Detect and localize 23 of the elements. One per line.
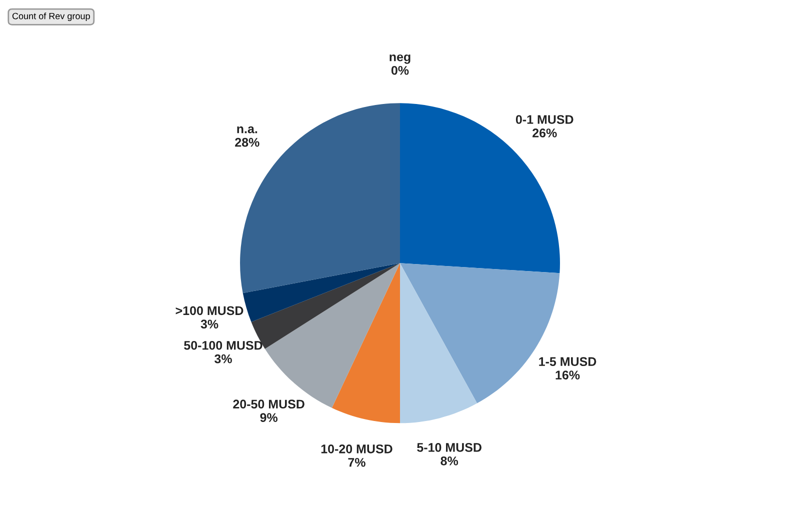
data-label: 8% [440,456,458,466]
slice-label: 10-20 MUSD [321,444,392,454]
slice-label: 5-10 MUSD [417,443,482,452]
text: Count of Rev group [12,12,90,22]
slice-label: 0-1 MUSD [516,115,574,124]
pie-slice [400,263,478,424]
pie-slice [332,263,400,424]
pie-slice [264,263,400,408]
slice-label: 1-5 MUSD [539,357,596,366]
data-label: 28% [235,138,260,147]
slice-label: >100 MUSD [176,306,244,316]
text: 0% [391,66,409,75]
data-label: 3% [200,320,218,329]
slice-label: n.a. [237,126,258,134]
category-label: neg [390,54,410,64]
slice-label: 50-100 MUSD [184,340,262,350]
slice-label: 20-50 MUSD [233,400,304,409]
data-label: 26% [532,128,557,138]
data-label: 7% [348,458,366,467]
data-label: 9% [260,413,278,422]
data-label: 16% [556,370,580,380]
pie-slice [242,263,400,322]
data-label: 3% [214,354,232,364]
